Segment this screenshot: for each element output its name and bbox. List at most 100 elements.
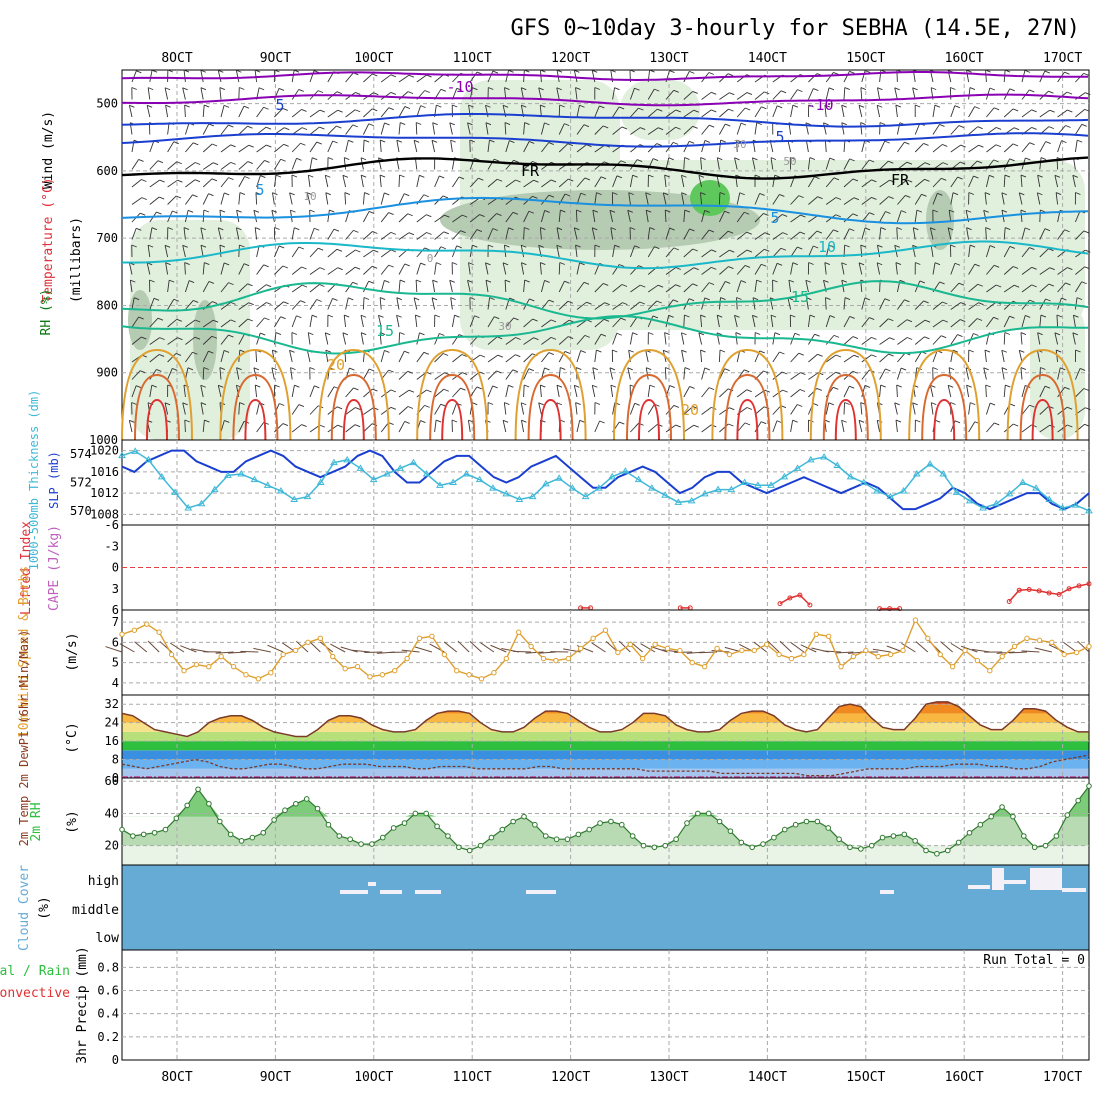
wind-barb	[434, 74, 445, 83]
wind-barb	[238, 402, 240, 415]
wind-barb	[950, 402, 956, 405]
wind-barb	[719, 423, 729, 433]
rh-point	[521, 813, 527, 820]
wind-barb	[1013, 284, 1020, 288]
wind-barb	[1075, 266, 1085, 275]
contour-label: 5	[770, 209, 779, 227]
wind-barb	[1020, 175, 1023, 188]
wind-barb	[223, 104, 230, 108]
wind-barb	[182, 402, 188, 406]
rh-point	[195, 786, 201, 793]
wind-barb	[309, 247, 319, 258]
wind-barb	[361, 332, 367, 336]
wind-barb	[368, 280, 374, 284]
wind-barb	[523, 211, 530, 223]
cloud-unit: (%)	[37, 896, 52, 919]
wind-barb	[220, 350, 225, 363]
wind-barb	[379, 140, 382, 153]
temp2m-line	[121, 701, 1089, 738]
wind-barb	[966, 70, 970, 83]
wind-barb	[505, 354, 516, 363]
wind-barb	[271, 367, 278, 371]
wind-barb	[467, 279, 473, 283]
wind-barb	[505, 227, 509, 240]
wind-barb	[238, 333, 245, 345]
wind-barb	[1067, 424, 1073, 428]
wind-barb	[309, 126, 320, 135]
wind10m-point	[317, 635, 324, 642]
wind10m-barb	[340, 646, 358, 653]
wind-barb	[363, 108, 373, 118]
wind-barb	[824, 262, 831, 265]
temp-fill-band	[122, 750, 1089, 760]
wind-barb	[521, 402, 527, 406]
wind-barb	[541, 319, 552, 328]
wind-barb	[558, 280, 565, 293]
wind-barb	[871, 196, 877, 200]
wind-barb	[253, 367, 260, 371]
wind-barb	[824, 139, 827, 153]
wind-barb	[725, 281, 731, 284]
temp2m-unit: (°C)	[65, 722, 80, 753]
wind-barb	[264, 317, 270, 321]
wind-barb	[754, 174, 761, 178]
wind-barb	[512, 211, 519, 215]
wind-barb	[825, 229, 834, 240]
wind-barb	[950, 319, 961, 328]
wind-barb	[879, 211, 886, 223]
wind-barb	[932, 177, 942, 188]
wind-barb	[236, 367, 242, 371]
wind-barb	[825, 402, 830, 415]
wind-barb	[431, 297, 436, 310]
wind-barb	[704, 209, 710, 213]
wind-barb	[523, 280, 526, 293]
temp-contour-30	[441, 398, 464, 441]
rh-point	[173, 815, 180, 822]
precip-convective-label: Convective	[0, 986, 70, 1001]
wind-barb	[380, 406, 392, 415]
wind-barb	[700, 192, 703, 205]
temp-contour-20	[219, 348, 292, 441]
wind-barb	[396, 315, 400, 328]
temp-contour-minus10a	[121, 71, 1088, 82]
wind-barb	[283, 143, 289, 147]
thickness-point	[634, 475, 643, 483]
wind-barb	[932, 209, 938, 213]
wind-barb	[282, 423, 289, 426]
wind-barb	[360, 315, 364, 328]
rh-point	[977, 821, 984, 828]
temp-fill-band	[122, 741, 1089, 751]
wind-barb	[645, 192, 649, 205]
wind-barb	[603, 283, 609, 286]
wind-barb	[828, 244, 835, 248]
wind-barb	[541, 194, 550, 205]
wind-barb	[550, 179, 557, 183]
wind-barb	[966, 384, 972, 388]
wind-barb	[1009, 403, 1016, 407]
wind-barb	[363, 73, 373, 83]
wind-barb	[360, 157, 367, 161]
wind-barb	[841, 262, 845, 275]
wind-barb	[701, 424, 712, 433]
wind-barb	[1084, 423, 1090, 427]
wind-barb	[897, 319, 908, 328]
wind-barb	[487, 402, 494, 405]
wind-barb	[141, 197, 147, 201]
wind-barb	[985, 384, 991, 388]
wind-barb	[301, 284, 308, 288]
wind-barb	[1064, 386, 1070, 390]
precip-total-label: Total / Rain	[0, 964, 70, 979]
wind-barb	[986, 144, 997, 153]
wind10m-barb	[1063, 641, 1077, 653]
wind-barb	[408, 74, 415, 78]
wind10m-barb	[169, 642, 185, 653]
wind-barb	[728, 266, 734, 269]
wind-barb	[329, 209, 335, 213]
wind-barb	[202, 123, 210, 135]
thickness-point	[1005, 489, 1014, 497]
wind-barb	[256, 422, 265, 433]
wind-barb	[541, 179, 552, 188]
wind10m-barb	[1048, 644, 1065, 653]
wind-barb	[729, 249, 735, 253]
wind-barb	[860, 402, 863, 415]
